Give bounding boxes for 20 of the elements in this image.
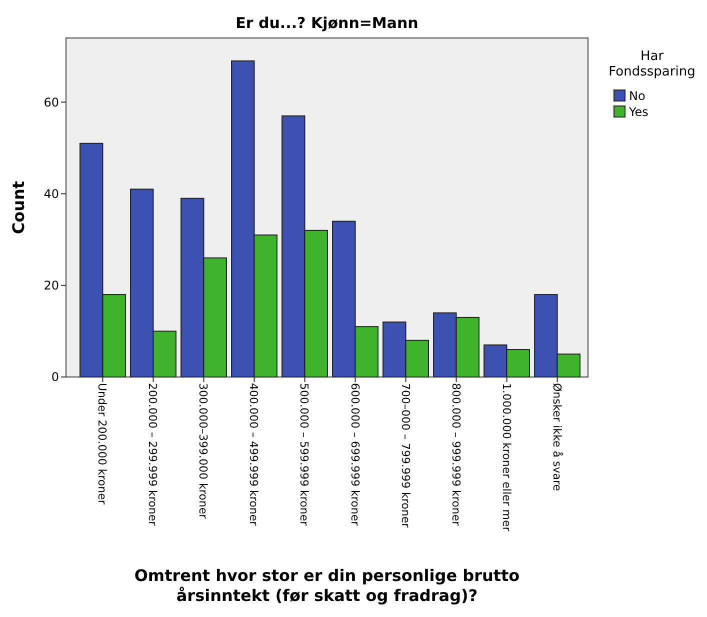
x-tick-label: 300.000–399.000 kroner [196, 383, 210, 520]
y-tick-label: 20 [44, 278, 59, 293]
x-tick-label: 600.000 – 699.999 kroner [348, 383, 362, 526]
x-tick-label: Ønsker ikke å svare [550, 383, 564, 492]
chart-title: Er du...? Kjønn=Mann [236, 14, 418, 32]
x-tick-label: 700–000 – 799.999 kroner [398, 383, 412, 528]
legend-label: Yes [628, 105, 648, 120]
x-tick-label: Under 200.000 kroner [96, 383, 109, 505]
y-tick-label: 60 [44, 95, 59, 110]
x-tick-label: 400.000 – 499.999 kroner [247, 383, 260, 526]
x-tick-label: 200.000 – 299.999 kroner [146, 383, 160, 526]
x-tick-label: 1.000.000 kroner eller mer [500, 383, 513, 532]
legend-title: Har Fondssparing [608, 49, 696, 80]
y-tick-label: 0 [51, 370, 59, 384]
x-axis-title: Omtrent hvor stor er din personlige brutto årsinntekt (før skatt og fradrag)? [134, 566, 520, 605]
y-axis-title: Count [9, 180, 28, 234]
y-tick-label: 40 [44, 186, 59, 201]
x-tick-label: 500.000 – 599.999 kroner [298, 383, 311, 526]
x-tick-label: 800.000 – 999.999 kroner [449, 383, 462, 526]
legend-label: No [629, 89, 646, 104]
